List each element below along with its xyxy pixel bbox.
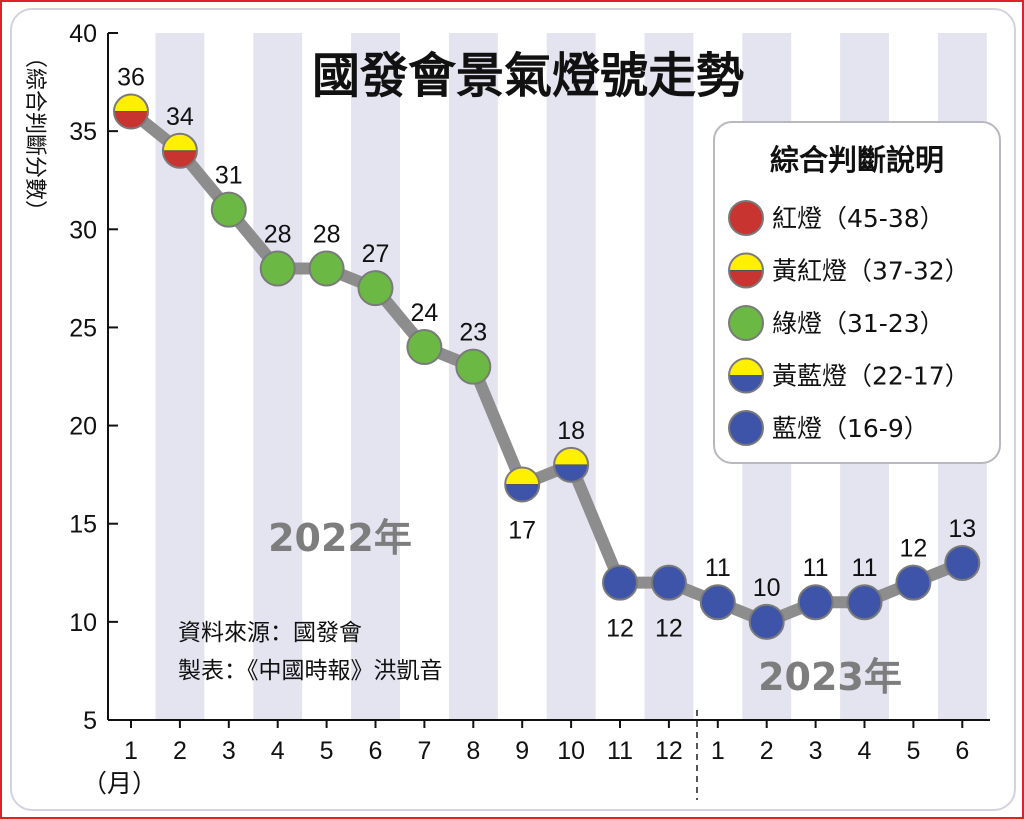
- data-point: [504, 466, 541, 503]
- stripe: [351, 33, 400, 720]
- x-tick-label: 3: [809, 737, 823, 765]
- x-tick-label: 4: [858, 737, 872, 765]
- data-point: [210, 191, 247, 228]
- legend-marker: [728, 200, 764, 236]
- data-label: 11: [705, 554, 731, 582]
- data-labels: 36 34 31 28 28 27 24 23 17 18 12 12 11 10 11 11 12 13: [117, 64, 976, 643]
- credit-note: 製表：《中國時報》洪凱音: [178, 658, 443, 684]
- data-point: [259, 250, 296, 287]
- x-tick-label: 5: [906, 737, 920, 765]
- legend-marker: [728, 252, 764, 289]
- data-label: 17: [508, 516, 536, 544]
- y-tick-label: 30: [69, 216, 97, 244]
- x-tick-label: 6: [955, 737, 969, 765]
- data-point: [406, 329, 443, 366]
- data-label: 24: [410, 299, 438, 327]
- data-label: 36: [117, 64, 145, 92]
- x-tick-label: 11: [607, 737, 633, 765]
- x-tick-label: 1: [711, 737, 725, 765]
- x-tick-label: 3: [222, 737, 236, 765]
- data-label: 10: [753, 574, 781, 602]
- data-label: 11: [852, 554, 878, 582]
- stripe: [644, 33, 694, 720]
- y-tick-label: 20: [69, 413, 97, 441]
- y-tick-label: 10: [69, 609, 97, 637]
- data-point: [895, 564, 932, 601]
- legend-label: 藍燈（16-9）: [772, 414, 929, 443]
- data-label: 23: [459, 319, 487, 347]
- legend-marker: [728, 305, 764, 341]
- data-point: [602, 564, 638, 601]
- x-tick-labels: 1 2 3 4 5 6 7 8 9 10 11 12 1 2 3 4 5 6: [124, 737, 969, 765]
- data-label: 13: [948, 515, 976, 543]
- y-tick-labels: 5 10 15 20 25 30 35 40: [69, 20, 97, 735]
- data-label: 12: [899, 535, 927, 563]
- legend-marker: [728, 357, 764, 394]
- x-tick-label: 2: [173, 737, 187, 765]
- x-tick-label: 7: [417, 737, 431, 765]
- x-tick-label: 5: [320, 737, 334, 765]
- x-tick-label: 9: [515, 737, 529, 765]
- legend-title: 綜合判斷說明: [770, 143, 944, 177]
- y-tick-label: 35: [69, 118, 97, 146]
- data-point: [455, 348, 492, 385]
- x-tick-label: 6: [369, 737, 383, 765]
- legend-items: 紅燈（45-38） 黃紅燈（37-32） 綠燈（31-23） 黃藍燈（22-17） 藍燈…: [728, 200, 970, 446]
- data-label: 34: [166, 103, 194, 131]
- data-label: 27: [362, 240, 390, 268]
- legend: 綜合判斷說明 紅燈（45-38） 黃紅燈（37-32） 綠燈（31-23） 黃藍燈（2…: [713, 121, 1001, 464]
- y-tick-label: 40: [69, 20, 97, 48]
- x-tick-label: 2: [760, 737, 774, 765]
- data-label: 28: [264, 221, 292, 249]
- data-label: 12: [606, 615, 634, 643]
- data-point: [113, 93, 149, 130]
- data-label: 11: [803, 554, 829, 582]
- data-point: [748, 603, 785, 640]
- year-label-2022: 2022年: [268, 516, 412, 560]
- year-label-2023: 2023年: [758, 655, 902, 699]
- stripe: [546, 33, 596, 720]
- data-point: [357, 270, 394, 307]
- y-axis-title: （綜合判斷分數）: [22, 46, 47, 222]
- source-note: 資料來源：國發會: [178, 620, 362, 646]
- data-point: [308, 250, 345, 287]
- x-axis-unit: （月）: [82, 770, 157, 798]
- data-point: [553, 446, 590, 483]
- data-label: 28: [313, 221, 341, 249]
- data-point: [699, 584, 736, 621]
- legend-label: 黃紅燈（37-32）: [772, 257, 970, 286]
- x-tick-label: 10: [557, 737, 585, 765]
- data-points: [113, 93, 981, 640]
- axes: [107, 32, 990, 728]
- data-label: 31: [215, 162, 243, 190]
- chart-title: 國發會景氣燈號走勢: [312, 48, 744, 104]
- y-tick-label: 5: [83, 707, 97, 735]
- stripe: [253, 33, 303, 720]
- legend-marker: [728, 410, 764, 446]
- data-label: 18: [557, 417, 585, 445]
- x-tick-label: 4: [271, 737, 285, 765]
- data-point: [650, 564, 687, 601]
- data-label: 12: [655, 615, 683, 643]
- x-tick-label: 8: [466, 737, 480, 765]
- data-point: [944, 544, 981, 581]
- legend-label: 綠燈（31-23）: [772, 309, 945, 338]
- data-point: [161, 132, 198, 169]
- data-point: [846, 584, 883, 621]
- x-tick-label: 1: [124, 737, 138, 765]
- data-point: [797, 584, 834, 621]
- y-tick-label: 25: [69, 314, 97, 342]
- legend-label: 紅燈（45-38）: [772, 204, 945, 233]
- legend-label: 黃藍燈（22-17）: [772, 362, 970, 391]
- y-tick-label: 15: [69, 511, 97, 539]
- legend-box: [713, 121, 1001, 464]
- x-tick-label: 12: [655, 737, 683, 765]
